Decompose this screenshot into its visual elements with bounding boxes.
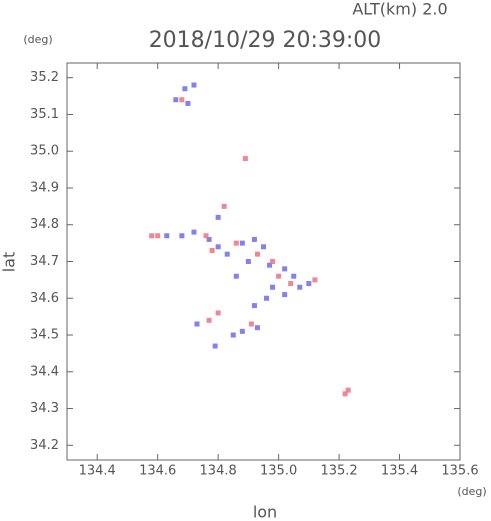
- echo-point: [239, 240, 245, 246]
- echo-point: [270, 259, 276, 264]
- echo-point: [251, 236, 257, 242]
- echo-point: [173, 97, 179, 103]
- echo-point: [164, 233, 170, 239]
- echo-point: [191, 82, 197, 88]
- chart-subtitle: ALT(km) 2.0: [352, 0, 447, 19]
- plot-frame: [66, 62, 461, 461]
- echo-point: [209, 247, 215, 253]
- echo-point: [288, 281, 294, 287]
- echo-point: [245, 259, 251, 264]
- x-tick-label: 135.0: [260, 464, 297, 479]
- echo-point: [215, 310, 221, 316]
- echo-point: [155, 233, 161, 239]
- x-tick-label: 134.6: [139, 464, 176, 479]
- x-unit: (deg): [457, 485, 486, 498]
- x-tick-label: 134.8: [200, 464, 237, 479]
- echo-point: [345, 387, 351, 393]
- echo-point: [242, 156, 248, 162]
- echo-point: [270, 284, 276, 290]
- x-axis-label: lon: [253, 503, 277, 521]
- echo-point: [179, 233, 185, 239]
- echo-point: [251, 303, 257, 309]
- y-tick-label: 34.3: [30, 401, 59, 416]
- y-unit: (deg): [23, 33, 52, 46]
- echo-point: [215, 244, 221, 250]
- echo-point: [221, 203, 227, 209]
- echo-point: [194, 321, 200, 327]
- echo-point: [248, 321, 254, 327]
- echo-point: [276, 273, 282, 279]
- chart-title: 2018/10/29 20:39:00: [149, 28, 382, 53]
- echo-point: [254, 325, 260, 331]
- y-axis-label: lat: [0, 252, 19, 273]
- y-tick-label: 35.1: [30, 107, 59, 122]
- y-tick-label: 34.9: [30, 180, 59, 195]
- x-tick-label: 134.4: [79, 464, 116, 479]
- y-tick-label: 35.2: [30, 70, 59, 85]
- echo-point: [215, 214, 221, 220]
- echo-point: [203, 233, 209, 239]
- echo-point: [342, 391, 348, 397]
- y-tick-label: 34.5: [30, 328, 59, 343]
- x-tick-label: 135.4: [381, 464, 418, 479]
- echo-point: [267, 262, 273, 268]
- echo-point: [206, 236, 212, 242]
- echo-point: [254, 251, 260, 257]
- echo-point: [306, 281, 312, 287]
- y-tick-label: 34.6: [30, 291, 59, 306]
- y-tick-label: 34.4: [30, 364, 59, 379]
- echo-point: [233, 240, 239, 246]
- y-tick-label: 34.2: [30, 438, 59, 453]
- echo-point: [179, 97, 185, 103]
- x-tick-label: 135.6: [441, 464, 478, 479]
- echo-point: [224, 251, 230, 257]
- echo-point: [182, 86, 188, 92]
- echo-point: [264, 295, 270, 301]
- echo-point: [212, 343, 218, 349]
- echo-point: [282, 292, 288, 298]
- y-tick-label: 35.0: [30, 144, 59, 159]
- echo-point: [185, 100, 191, 106]
- echo-point: [312, 277, 318, 283]
- echo-point: [261, 244, 266, 250]
- y-tick-label: 34.8: [30, 217, 59, 232]
- echo-point: [230, 332, 236, 338]
- echo-point: [233, 273, 239, 279]
- x-tick-label: 135.2: [320, 464, 357, 479]
- echo-point: [291, 273, 297, 279]
- echo-point: [239, 328, 245, 334]
- echo-point: [297, 284, 303, 290]
- echo-point: [282, 266, 288, 272]
- y-tick-label: 34.7: [30, 254, 59, 269]
- echo-point: [191, 229, 197, 235]
- echo-point: [206, 317, 212, 323]
- echo-point: [149, 233, 155, 239]
